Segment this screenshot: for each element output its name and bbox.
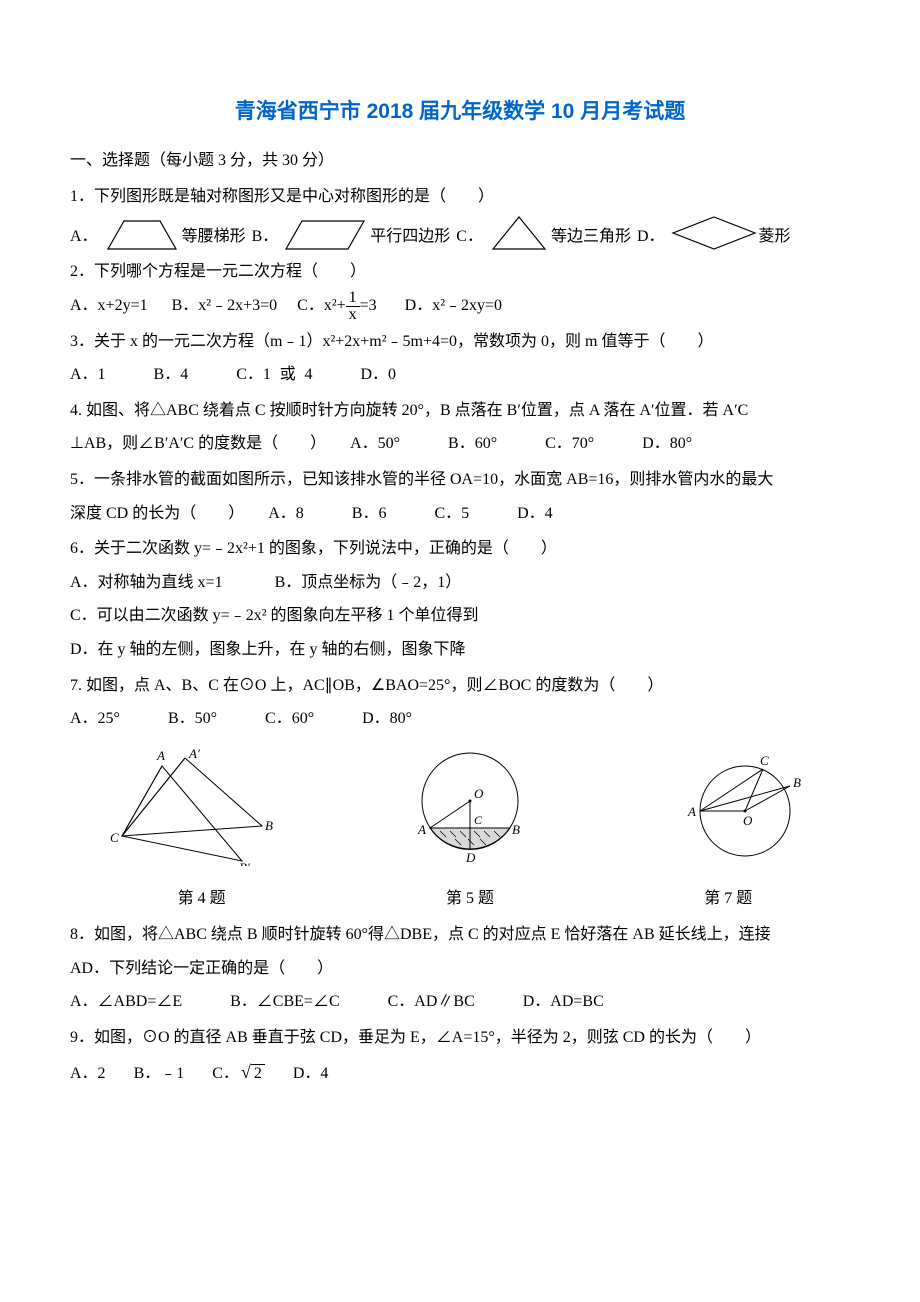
q6-opt-a: A．对称轴为直线 x=1 (70, 574, 223, 591)
q1-options: A． 等腰梯形 B． 平行四边形 C． 等边三角形 D． 菱形 (70, 213, 850, 253)
figures-row: A A′ C B B′ 第 4 题 O C A B (70, 746, 850, 916)
svg-text:O: O (743, 813, 753, 828)
figure-q4: A A′ C B B′ (107, 746, 297, 866)
question-4-line1: 4. 如图、将△ABC 绕着点 C 按顺时针方向旋转 20°，B 点落在 B′位… (70, 394, 850, 428)
q2-opt-c-pre: C．x²+ (297, 297, 346, 314)
q9-opt-d: D．4 (293, 1065, 329, 1082)
q9-opt-c-pre: C． (212, 1065, 239, 1082)
frac-den: x (346, 307, 360, 323)
svg-text:A: A (156, 748, 165, 763)
question-9: 9．如图，⊙O 的直径 AB 垂直于弦 CD，垂足为 E，∠A=15°，半径为 … (70, 1021, 850, 1055)
q6-opt-b: B．顶点坐标为（﹣2，1） (275, 574, 462, 591)
q2-options: A．x+2y=1 B．x²﹣2x+3=0 C．x²+1x=3 D．x²﹣2xy=… (70, 289, 850, 323)
q1-opt-a-label: A． (70, 220, 98, 254)
svg-text:B: B (265, 818, 273, 833)
svg-text:B: B (793, 775, 801, 790)
fig5-caption: 第 5 题 (400, 882, 540, 916)
q6-opt-c: C．可以由二次函数 y=﹣2x² 的图象向左平移 1 个单位得到 (70, 599, 850, 633)
fig4-caption: 第 4 题 (107, 882, 297, 916)
svg-text:B′: B′ (239, 860, 250, 866)
q1-opt-b-label: B． (252, 220, 279, 254)
q1-opt-c-label: C． (456, 220, 483, 254)
page-title: 青海省西宁市 2018 届九年级数学 10 月月考试题 (70, 90, 850, 134)
question-1: 1．下列图形既是轴对称图形又是中心对称图形的是（ ） (70, 180, 850, 214)
svg-text:A′: A′ (188, 746, 200, 761)
svg-text:B: B (512, 822, 520, 837)
triangle-icon (487, 213, 551, 253)
q1-opt-a-name: 等腰梯形 (182, 220, 246, 254)
svg-text:C: C (474, 813, 483, 827)
question-5-line2: 深度 CD 的长为（ ） A．8 B．6 C．5 D．4 (70, 497, 850, 531)
q8-options: A．∠ABD=∠E B．∠CBE=∠C C．AD∥BC D．AD=BC (70, 985, 850, 1019)
rhombus-icon (669, 213, 759, 253)
q6-opt-a-b: A．对称轴为直线 x=1 B．顶点坐标为（﹣2，1） (70, 566, 850, 600)
q2-opt-a: A．x+2y=1 (70, 297, 148, 314)
q2-opt-d: D．x²﹣2xy=0 (405, 297, 502, 314)
svg-text:C: C (110, 830, 119, 845)
svg-text:A: A (687, 804, 696, 819)
q1-opt-c-name: 等边三角形 (551, 220, 631, 254)
q9-opt-b: B．﹣1 (134, 1065, 185, 1082)
section-header: 一、选择题（每小题 3 分，共 30 分） (70, 144, 850, 178)
figure-q7: A B C O (643, 751, 813, 866)
fig7-caption: 第 7 题 (643, 882, 813, 916)
q7-options: A．25° B．50° C．60° D．80° (70, 702, 850, 736)
question-8-line1: 8．如图，将△ABC 绕点 B 顺时针旋转 60°得△DBE，点 C 的对应点 … (70, 918, 850, 952)
figure-q5: O C A B D (400, 746, 540, 866)
q9-opt-a: A．2 (70, 1065, 106, 1082)
q6-opt-d: D．在 y 轴的左侧，图象上升，在 y 轴的右侧，图象下降 (70, 633, 850, 667)
radicand: 2 (251, 1064, 265, 1082)
trapezoid-icon (102, 215, 182, 253)
svg-text:O: O (474, 786, 484, 801)
question-6: 6．关于二次函数 y=﹣2x²+1 的图象，下列说法中，正确的是（ ） (70, 532, 850, 566)
question-8-line2: AD．下列结论一定正确的是（ ） (70, 952, 850, 986)
q1-opt-b-name: 平行四边形 (370, 220, 450, 254)
q2-opt-b: B．x²﹣2x+3=0 (172, 297, 278, 314)
question-3: 3．关于 x 的一元二次方程（m﹣1）x²+2x+m²﹣5m+4=0，常数项为 … (70, 325, 850, 359)
svg-text:D: D (465, 850, 476, 865)
question-2: 2．下列哪个方程是一元二次方程（ ） (70, 255, 850, 289)
question-7: 7. 如图，点 A、B、C 在⊙O 上，AC∥OB，∠BAO=25°，则∠BOC… (70, 669, 850, 703)
parallelogram-icon (282, 215, 370, 253)
svg-text:C: C (760, 753, 769, 768)
svg-text:A: A (417, 822, 426, 837)
question-5-line1: 5．一条排水管的截面如图所示，已知该排水管的半径 OA=10，水面宽 AB=16… (70, 463, 850, 497)
q9-options: A．2 B．﹣1 C． 2 D．4 (70, 1054, 850, 1092)
q1-opt-d-label: D． (637, 220, 665, 254)
q3-options: A．1 B．4 C．1 或 4 D．0 (70, 358, 850, 392)
q2-opt-c-post: =3 (360, 297, 377, 314)
fraction-icon: 1x (346, 290, 360, 323)
sqrt-icon: 2 (239, 1054, 265, 1092)
q1-opt-d-name: 菱形 (759, 220, 791, 254)
question-4-line2: ⊥AB，则∠B′A′C 的度数是（ ） A．50° B．60° C．70° D．… (70, 427, 850, 461)
frac-num: 1 (346, 290, 360, 307)
